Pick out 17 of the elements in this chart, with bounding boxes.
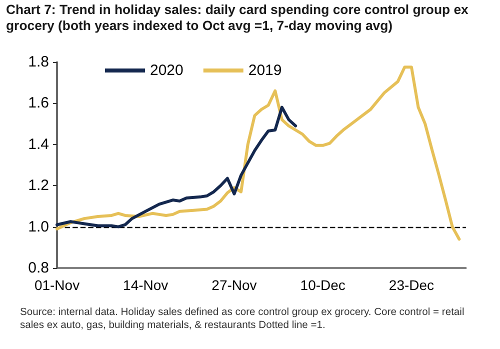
x-tick-label: 01-Nov [34, 277, 80, 293]
y-tick-label: 0.8 [28, 260, 49, 276]
x-tick-label: 27-Nov [212, 277, 257, 293]
x-tick-label: 10-Dec [300, 277, 346, 293]
x-tick-label: 23-Dec [388, 277, 434, 293]
source-note: Source: internal data. Holiday sales defined as core control group ex grocery. Core control = retail sales ex auto, gas, building materials, & restaurants Dotted line =1. [20, 307, 466, 332]
line-series [56, 106, 298, 228]
y-tick-label: 1.2 [28, 177, 49, 194]
line-series [56, 66, 461, 241]
y-tick-label: 1.0 [28, 218, 49, 236]
chart-title: Chart 7: Trend in holiday sales: daily card spending core control group ex grocery (both years indexed to Oct avg =1, 7-day moving avg) [6, 2, 470, 34]
y-tick-label: 1.8 [28, 54, 49, 70]
legend-label: 2020 [150, 62, 184, 79]
x-tick-label: 14-Nov [123, 277, 168, 293]
y-tick-label: 1.4 [28, 136, 49, 153]
y-tick-label: 1.6 [28, 94, 49, 112]
legend-label: 2019 [248, 62, 282, 79]
